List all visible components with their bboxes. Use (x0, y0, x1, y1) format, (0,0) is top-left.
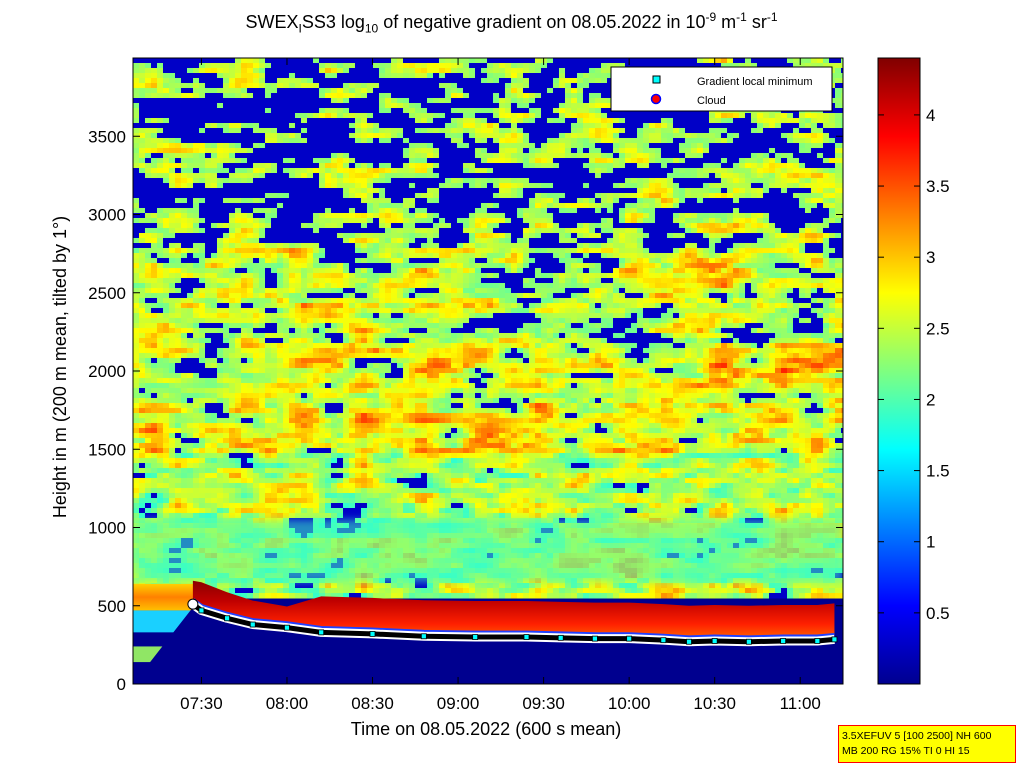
heatmap-cells (133, 58, 843, 599)
colorbar-tick-label: 3 (926, 248, 935, 267)
legend-box (610, 66, 833, 112)
x-tick-label: 10:00 (608, 694, 651, 713)
gradient-min-point (814, 638, 821, 644)
y-axis-label: Height in m (200 m mean, tilted by 1°) (50, 216, 70, 518)
colorbar-tick-label: 1 (926, 533, 935, 552)
x-tick-label: 11:00 (780, 694, 821, 713)
gradient-min-line (191, 602, 835, 645)
gradient-min-point (686, 638, 692, 645)
title-mid: SS3 log (301, 12, 365, 32)
chart-title: SWEXISS3 log10 of negative gradient on 0… (0, 10, 1023, 36)
colorbar-tick-label: 0.5 (926, 604, 950, 623)
gradient-min-point (318, 629, 325, 636)
legend-label-cloud: Cloud (697, 95, 726, 107)
gradient-min-point (592, 635, 598, 642)
gradient-min-point (711, 638, 718, 644)
gradient-min-point (746, 638, 752, 645)
gradient-min-point (420, 633, 427, 640)
gradient-min-point (369, 631, 376, 637)
y-tick-label: 2500 (88, 284, 126, 303)
y-tick-label: 500 (98, 597, 126, 616)
cloud-gradient-band (192, 580, 835, 639)
y-tick-label: 3000 (88, 206, 126, 225)
gradient-min-point (249, 621, 256, 628)
colorbar-tick-label: 1.5 (926, 462, 950, 481)
gradient-min-point (626, 635, 633, 642)
legend-marker-gradient-min (652, 75, 661, 84)
y-tick-label: 2000 (88, 362, 126, 381)
title-sub-1: I (298, 21, 302, 36)
title-sub-2: 10 (364, 21, 379, 36)
colorbar-ticks: 0.5 1 1.5 2 2.5 3 3.5 4 (878, 106, 950, 623)
y-tick-label: 1000 (88, 519, 126, 538)
x-tick-label: 10:30 (693, 694, 736, 713)
heatmap-field (133, 58, 843, 684)
below-minimum-region (133, 607, 843, 684)
parameter-info-box: 3.5XEFUV 5 [100 2500] NH 600 MB 200 RG 1… (838, 725, 1016, 763)
colorbar-gradient (877, 57, 921, 685)
y-tick-label: 0 (117, 675, 126, 694)
x-tick-label: 09:00 (437, 694, 480, 713)
colorbar-tick-label: 4 (926, 106, 935, 125)
title-post: of negative gradient on 08.05.2022 in 10 (378, 12, 706, 32)
gradient-min-point (284, 624, 290, 631)
legend: Gradient local minimum Cloud (610, 66, 833, 112)
x-tick-label: 08:30 (351, 694, 394, 713)
y-axis: 0 500 1000 1500 2000 2500 3000 3500 (88, 127, 843, 694)
x-tick-label: 08:00 (266, 694, 309, 713)
colorbar-tick-label: 2.5 (926, 319, 950, 338)
legend-label-gradient-min: Gradient local minimum (697, 76, 813, 88)
gradient-min-point (557, 634, 564, 641)
gradient-min-point (198, 607, 205, 614)
x-axis: 07:30 08:00 08:30 09:00 09:30 10:00 10:30 11:00 (180, 58, 821, 713)
title-unit-2: sr (746, 12, 767, 32)
info-line-1: 3.5XEFUV 5 [100 2500] NH 600 (842, 730, 992, 742)
colorbar: 0.5 1 1.5 2 2.5 3 3.5 4 (877, 57, 950, 685)
gradient-min-point (660, 637, 667, 644)
x-axis-label: Time on 08.05.2022 (600 s mean) (351, 719, 622, 739)
gradient-min-point (831, 636, 838, 643)
gradient-min-point (224, 615, 230, 622)
title-sup-3: -1 (766, 10, 778, 24)
title-unit-1: m (716, 12, 737, 32)
title-sup-2: -1 (736, 10, 747, 24)
legend-marker-cloud (650, 93, 662, 105)
gradient-min-point (780, 638, 787, 644)
cloud-start-marker (187, 598, 199, 610)
y-tick-label: 1500 (88, 440, 126, 459)
colorbar-tick-label: 3.5 (926, 177, 950, 196)
title-sup-1: -9 (705, 10, 717, 24)
lower-layer-haze (133, 519, 843, 583)
x-tick-label: 09:30 (522, 694, 565, 713)
info-line-2: MB 200 RG 15% TI 0 HI 15 (842, 745, 970, 757)
gradient-min-point (472, 634, 479, 640)
gradient-min-point (523, 634, 530, 640)
colorbar-tick-label: 2 (926, 390, 935, 409)
x-tick-label: 07:30 (180, 694, 223, 713)
title-pre: SWEX (245, 12, 299, 32)
y-tick-label: 3500 (88, 127, 126, 146)
